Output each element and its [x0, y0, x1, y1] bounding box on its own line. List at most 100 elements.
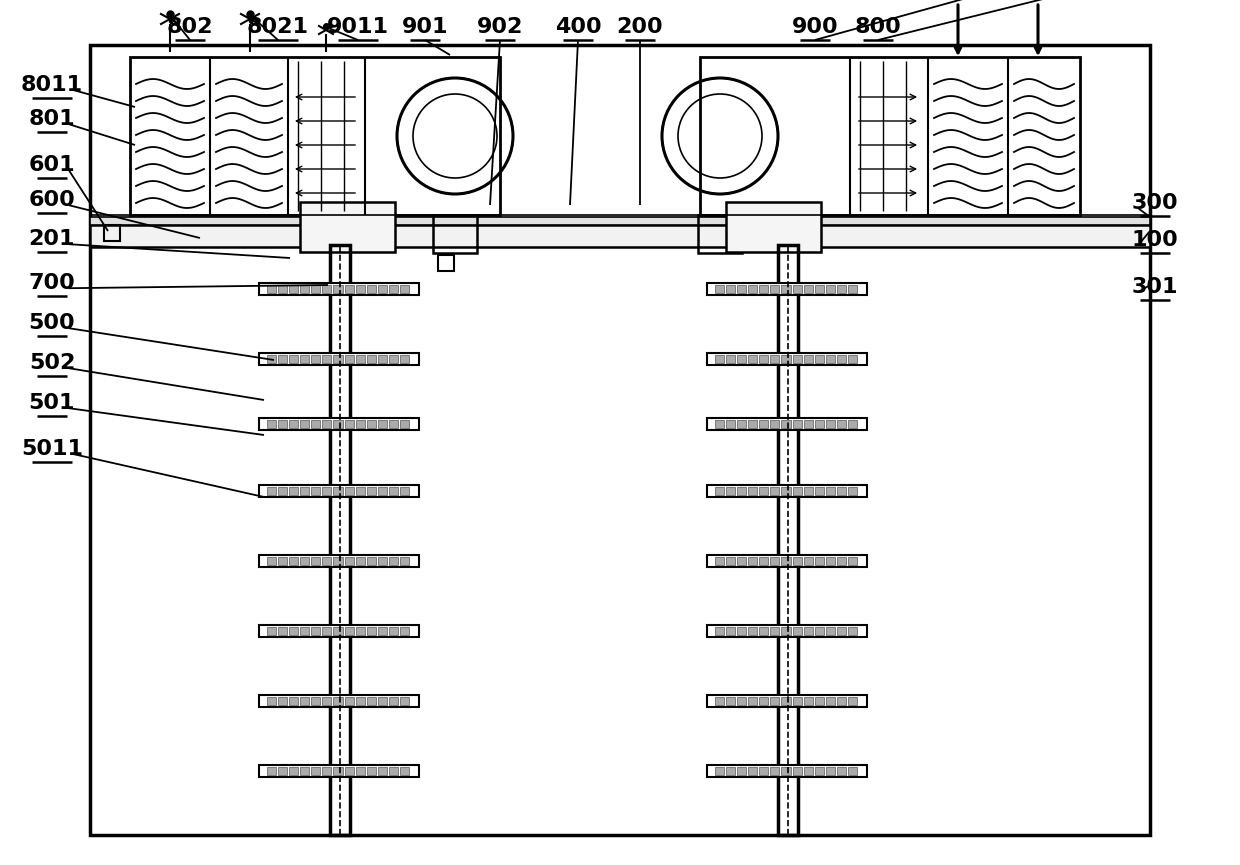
- Bar: [300, 420, 309, 428]
- Bar: [334, 285, 342, 293]
- Bar: [815, 697, 823, 705]
- Bar: [311, 420, 320, 428]
- Bar: [759, 355, 769, 363]
- Bar: [770, 557, 780, 565]
- Bar: [334, 627, 342, 635]
- Bar: [322, 487, 331, 495]
- Bar: [367, 557, 376, 565]
- Bar: [356, 767, 365, 775]
- Bar: [259, 765, 419, 777]
- Bar: [837, 697, 846, 705]
- Bar: [848, 697, 857, 705]
- Bar: [278, 487, 288, 495]
- Bar: [345, 697, 353, 705]
- Bar: [715, 767, 724, 775]
- Bar: [707, 555, 867, 567]
- Bar: [334, 557, 342, 565]
- Bar: [289, 627, 299, 635]
- Bar: [389, 697, 398, 705]
- Bar: [322, 627, 331, 635]
- Bar: [378, 627, 387, 635]
- Bar: [311, 627, 320, 635]
- Bar: [792, 557, 801, 565]
- Bar: [848, 355, 857, 363]
- Bar: [259, 353, 419, 365]
- Bar: [345, 557, 353, 565]
- Bar: [334, 420, 342, 428]
- Bar: [267, 487, 277, 495]
- Text: 900: 900: [791, 17, 838, 37]
- Bar: [804, 697, 812, 705]
- Bar: [792, 285, 801, 293]
- Bar: [759, 627, 769, 635]
- Bar: [748, 285, 758, 293]
- Bar: [804, 557, 812, 565]
- Bar: [401, 557, 409, 565]
- Bar: [289, 487, 299, 495]
- Bar: [815, 420, 823, 428]
- Bar: [781, 627, 791, 635]
- Bar: [777, 245, 799, 835]
- Bar: [311, 767, 320, 775]
- Bar: [804, 355, 812, 363]
- Bar: [848, 420, 857, 428]
- Bar: [837, 420, 846, 428]
- Bar: [322, 285, 331, 293]
- Bar: [267, 767, 277, 775]
- Bar: [438, 255, 454, 271]
- Bar: [737, 767, 746, 775]
- Bar: [267, 355, 277, 363]
- Bar: [278, 697, 288, 705]
- Bar: [356, 487, 365, 495]
- Bar: [334, 767, 342, 775]
- Bar: [815, 355, 823, 363]
- Bar: [748, 767, 758, 775]
- Bar: [748, 697, 758, 705]
- Text: 400: 400: [554, 17, 601, 37]
- Bar: [322, 697, 331, 705]
- Text: 300: 300: [1132, 193, 1178, 213]
- Bar: [707, 353, 867, 365]
- Bar: [278, 627, 288, 635]
- Text: 801: 801: [29, 109, 76, 129]
- Bar: [737, 487, 746, 495]
- Bar: [759, 487, 769, 495]
- Bar: [300, 487, 309, 495]
- Bar: [707, 418, 867, 430]
- Bar: [345, 355, 353, 363]
- Bar: [300, 285, 309, 293]
- Bar: [130, 57, 500, 215]
- Bar: [737, 557, 746, 565]
- Bar: [781, 420, 791, 428]
- Bar: [345, 627, 353, 635]
- Bar: [707, 765, 867, 777]
- Bar: [278, 557, 288, 565]
- Bar: [815, 627, 823, 635]
- Bar: [259, 625, 419, 637]
- Text: 5011: 5011: [21, 439, 83, 459]
- Bar: [698, 215, 742, 253]
- Bar: [401, 285, 409, 293]
- Bar: [330, 245, 350, 835]
- Bar: [826, 697, 835, 705]
- Bar: [334, 355, 342, 363]
- Bar: [792, 420, 801, 428]
- Bar: [267, 697, 277, 705]
- Bar: [748, 355, 758, 363]
- Bar: [300, 627, 309, 635]
- Bar: [748, 627, 758, 635]
- Bar: [727, 355, 735, 363]
- Text: 901: 901: [402, 17, 448, 37]
- Bar: [278, 285, 288, 293]
- Bar: [91, 45, 1149, 835]
- Text: 8021: 8021: [247, 17, 309, 37]
- Text: 200: 200: [616, 17, 663, 37]
- Bar: [727, 487, 735, 495]
- Bar: [104, 225, 120, 241]
- Bar: [367, 487, 376, 495]
- Bar: [367, 355, 376, 363]
- Bar: [356, 420, 365, 428]
- Bar: [748, 487, 758, 495]
- Bar: [278, 767, 288, 775]
- Bar: [727, 767, 735, 775]
